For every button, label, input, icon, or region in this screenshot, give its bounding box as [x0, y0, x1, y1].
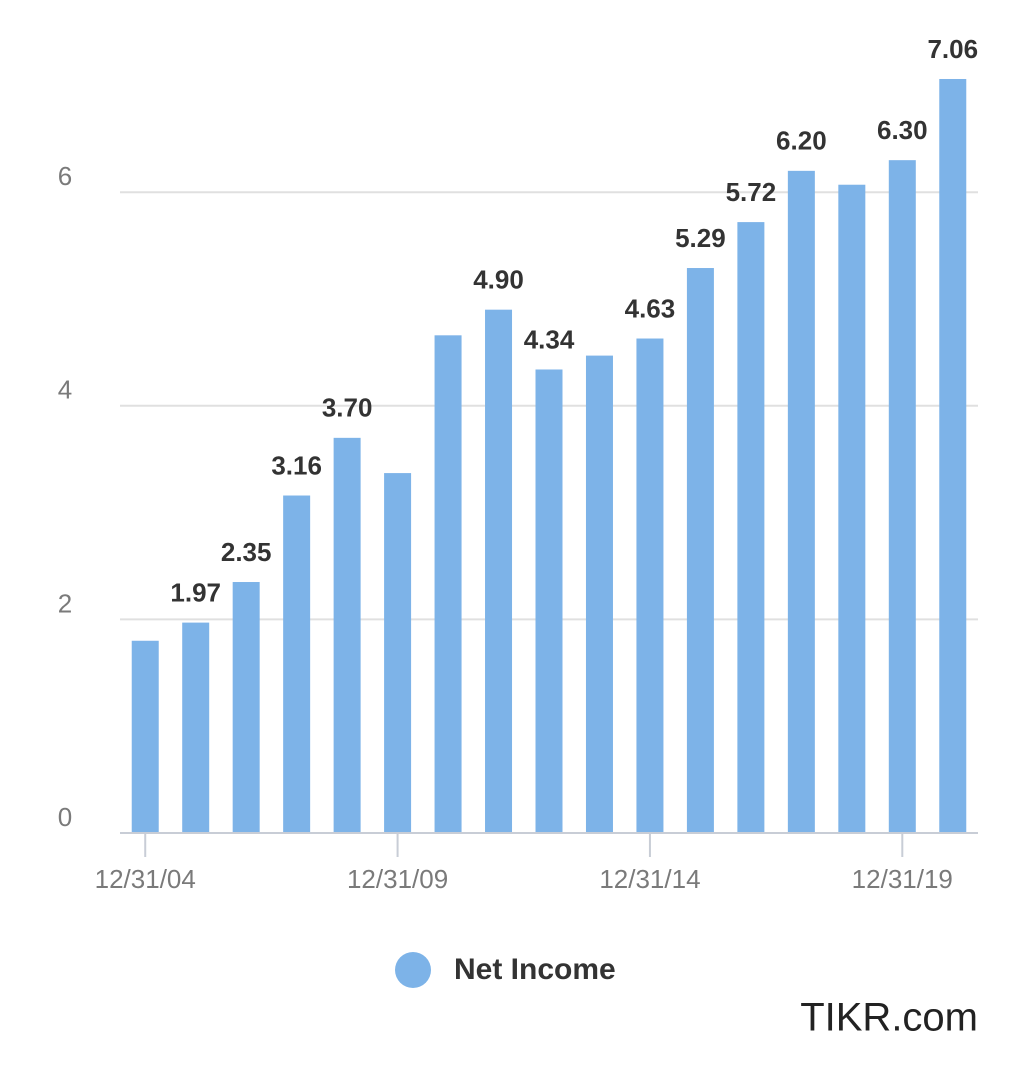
y-tick-label: 2: [58, 588, 72, 618]
bar: [535, 369, 563, 833]
bar: [686, 268, 714, 833]
bar: [787, 170, 815, 834]
data-label: 4.90: [473, 265, 524, 295]
bar: [939, 78, 967, 833]
data-label: 5.29: [675, 223, 726, 253]
bar: [585, 355, 613, 833]
bar: [232, 582, 260, 833]
y-tick-label: 0: [58, 802, 72, 832]
y-tick-label: 6: [58, 161, 72, 191]
x-tick-label: 12/31/19: [852, 864, 953, 894]
data-label: 5.72: [726, 177, 777, 207]
data-label: 6.20: [776, 126, 827, 156]
legend-marker: [395, 952, 431, 988]
x-tick-label: 12/31/14: [599, 864, 700, 894]
bar: [888, 160, 916, 833]
bar: [838, 184, 866, 833]
data-label: 6.30: [877, 115, 928, 145]
data-label: 2.35: [221, 537, 272, 567]
data-label: 3.16: [271, 450, 322, 480]
data-label: 7.06: [927, 34, 978, 64]
bar: [434, 335, 462, 833]
bar: [182, 622, 210, 833]
bar: [636, 338, 664, 833]
watermark: TIKR.com: [800, 996, 978, 1040]
bar: [131, 640, 159, 833]
data-label: 4.63: [625, 293, 676, 323]
bar: [333, 437, 361, 833]
bar: [485, 309, 513, 833]
x-tick-label: 12/31/09: [347, 864, 448, 894]
bar: [737, 222, 765, 833]
x-tick-label: 12/31/04: [95, 864, 196, 894]
legend-label: Net Income: [454, 953, 616, 986]
bar: [283, 495, 311, 833]
data-label: 1.97: [170, 577, 221, 607]
y-tick-label: 4: [58, 375, 72, 405]
data-label: 3.70: [322, 393, 373, 423]
bar: [384, 473, 412, 833]
data-label: 4.34: [524, 324, 575, 354]
